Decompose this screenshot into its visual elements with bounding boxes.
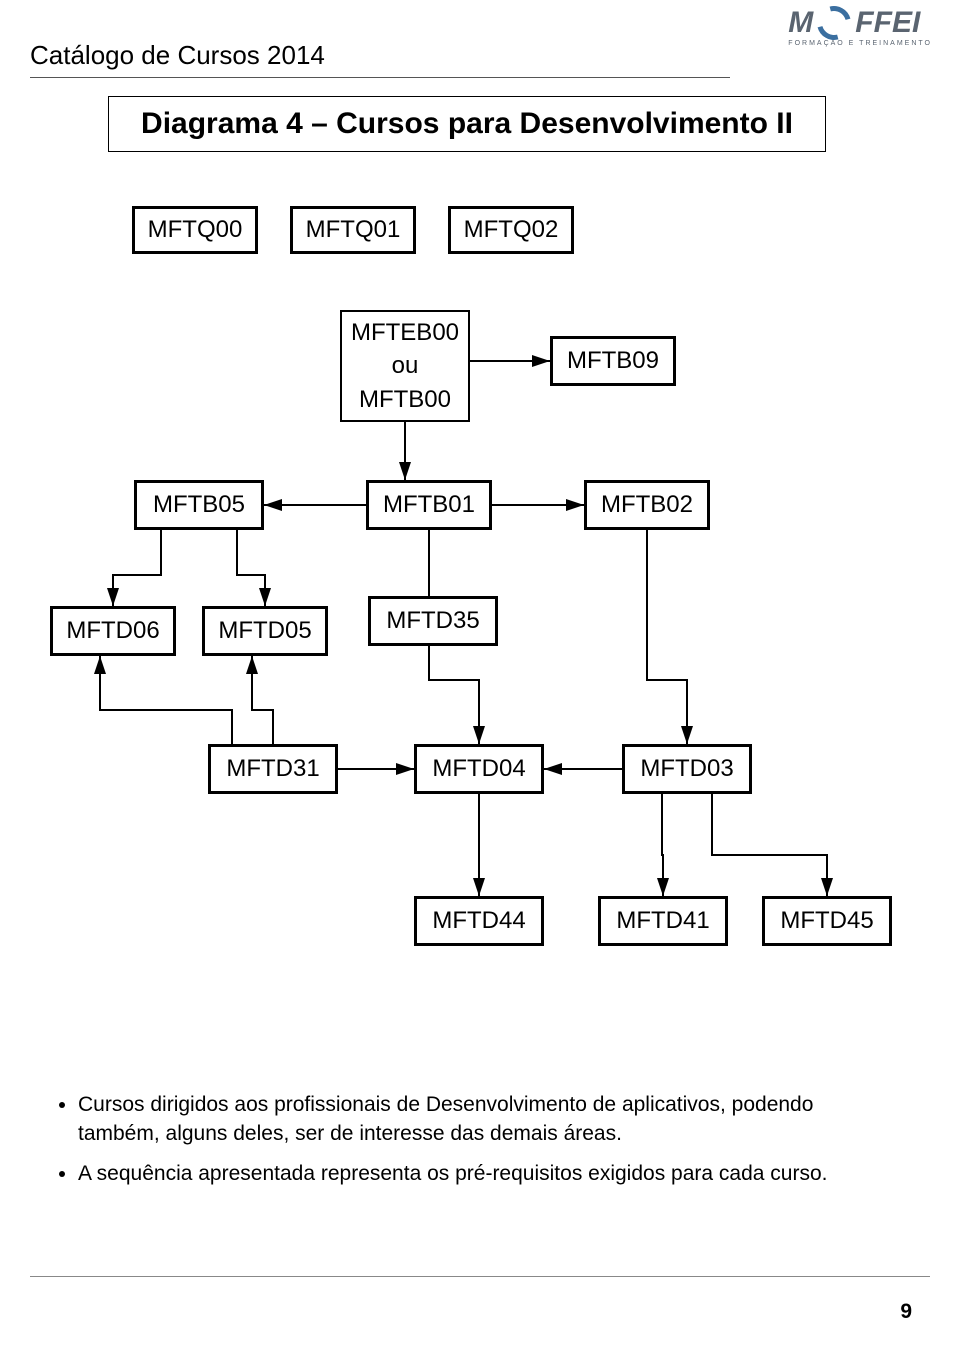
flowchart-node-q00: MFTQ00 [132,206,258,254]
flowchart-node-d45: MFTD45 [762,896,892,946]
flowchart-node-d05: MFTD05 [202,606,328,656]
flowchart-node-b02: MFTB02 [584,480,710,530]
footer-rule [30,1276,930,1277]
flowchart-node-d44: MFTD44 [414,896,544,946]
flowchart-node-d03: MFTD03 [622,744,752,794]
edge-b05-d06 [113,530,161,606]
flowchart-node-eb00: MFTEB00 ou MFTB00 [340,310,470,422]
logo-letter: M [788,6,813,40]
note-bullet-2: A sequência apresentada representa os pr… [78,1159,880,1188]
note-bullet-1: Cursos dirigidos aos profissionais de De… [78,1090,880,1149]
page-header-title: Catálogo de Cursos 2014 [30,40,730,78]
edge-b02-d03 [647,530,687,744]
flowchart-node-d41: MFTD41 [598,896,728,946]
flowchart-node-b09: MFTB09 [550,336,676,386]
edge-d31-d05_back [252,656,273,744]
edge-d03-d41 [662,794,663,896]
flowchart-node-d31: MFTD31 [208,744,338,794]
flowchart-node-d04: MFTD04 [414,744,544,794]
flowchart-node-d06: MFTD06 [50,606,176,656]
logo-letters: FFEI [855,6,920,40]
logo-text: M FFEI [788,6,932,40]
edge-d31-d06_back [100,656,232,744]
logo-subtitle: FORMAÇÃO E TREINAMENTO [788,40,932,47]
page-number: 9 [900,1300,912,1324]
edge-b05-d05 [237,530,265,606]
diagram-title: Diagrama 4 – Cursos para Desenvolvimento… [108,96,826,152]
notes-section: Cursos dirigidos aos profissionais de De… [50,1090,880,1198]
flowchart-node-b01: MFTB01 [366,480,492,530]
flowchart-node-b05: MFTB05 [134,480,264,530]
flowchart-node-d35: MFTD35 [368,596,498,646]
flowchart-node-q02: MFTQ02 [448,206,574,254]
brand-logo: M FFEI FORMAÇÃO E TREINAMENTO [788,6,932,47]
flowchart-node-q01: MFTQ01 [290,206,416,254]
edge-d03-d45 [712,794,827,896]
